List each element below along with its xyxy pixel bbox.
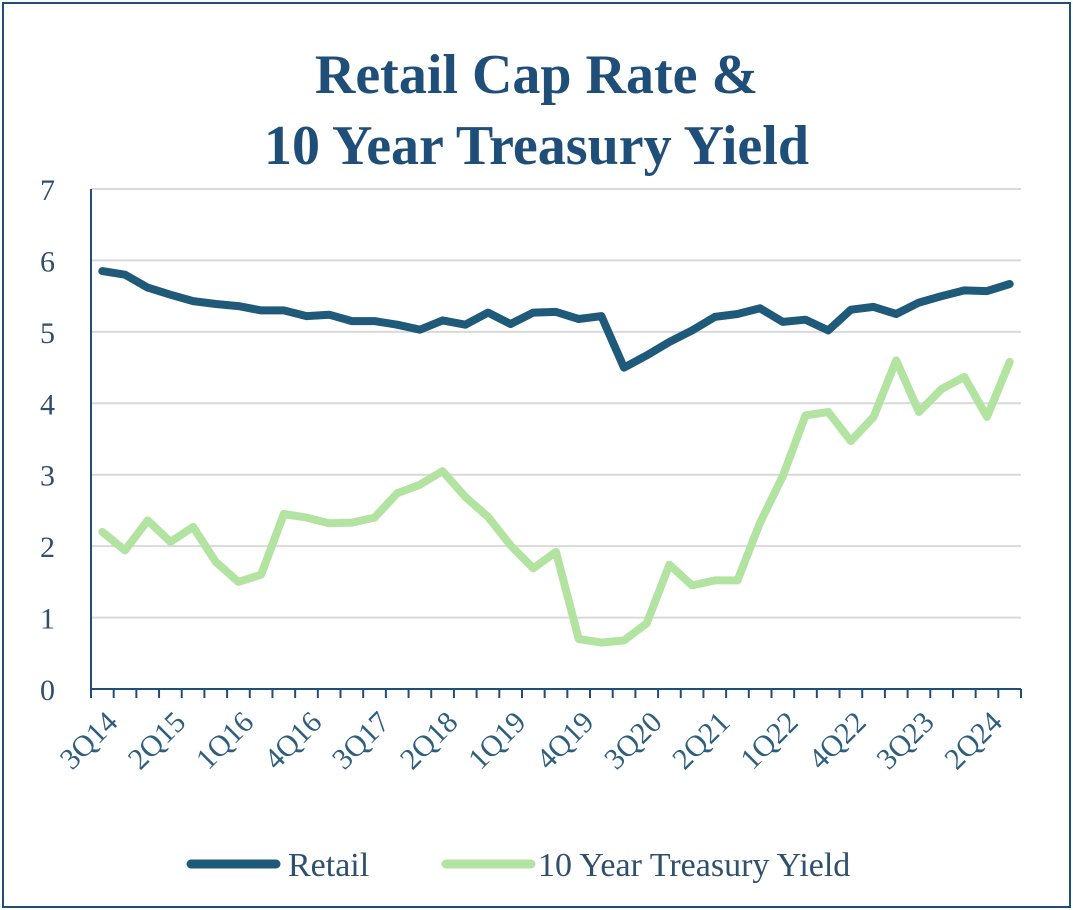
x-tick-label: 1Q22	[734, 705, 804, 775]
x-tick-label: 4Q22	[802, 705, 872, 775]
x-tick-label: 2Q15	[122, 705, 192, 775]
series-layer	[98, 267, 1014, 647]
x-tick-label: 4Q19	[530, 705, 600, 775]
x-tick-label: 1Q19	[462, 705, 532, 775]
y-tick-label: 7	[40, 174, 55, 207]
y-tick-label: 0	[40, 674, 55, 707]
y-tick-label: 3	[40, 460, 55, 493]
y-tick-label: 1	[40, 603, 55, 636]
axis-layer	[90, 189, 1022, 698]
x-tick-label: 3Q17	[326, 705, 396, 775]
legend-label-10-year-treasury-yield: 10 Year Treasury Yield	[538, 847, 850, 884]
y-tick-label: 5	[40, 317, 55, 350]
chart-title-line-2: 10 Year Treasury Yield	[264, 115, 809, 177]
x-tick-label: 4Q16	[258, 705, 328, 775]
x-tick-label: 2Q18	[394, 705, 464, 775]
legend: Retail 10 Year Treasury Yield	[186, 847, 850, 884]
x-tick-label: 2Q24	[938, 705, 1008, 775]
x-tick-label: 2Q21	[666, 705, 736, 775]
legend-label-retail: Retail	[288, 847, 369, 884]
series-line-retail	[98, 267, 1014, 372]
grid-layer	[91, 188, 1021, 619]
x-tick-label: 3Q23	[870, 705, 940, 775]
y-tick-label: 6	[40, 245, 55, 278]
y-tick-label: 4	[40, 388, 55, 421]
x-tick-label: 3Q14	[54, 705, 124, 775]
x-tick-label: 1Q16	[190, 705, 260, 775]
x-tick-label: 3Q20	[598, 705, 668, 775]
chart-title-line-1: Retail Cap Rate &	[314, 44, 759, 106]
y-tick-label: 2	[40, 531, 55, 564]
